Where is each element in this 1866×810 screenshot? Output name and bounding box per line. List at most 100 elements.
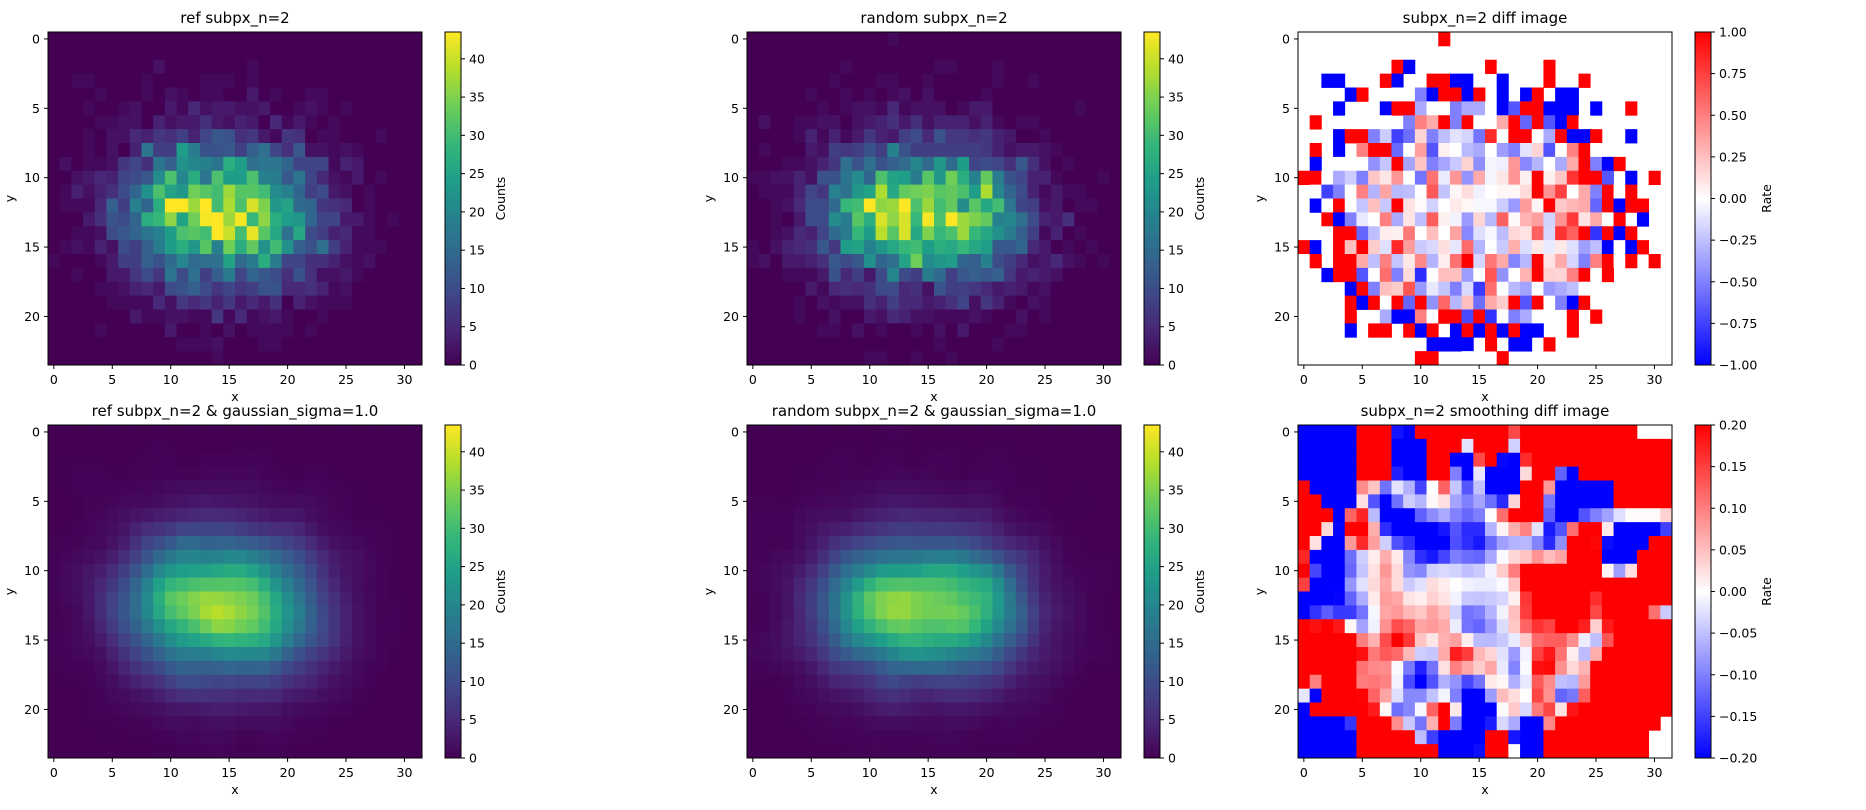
colorbar-segment: [445, 337, 461, 341]
heatmap-cell: [1074, 716, 1087, 731]
colorbar-segment: [445, 254, 461, 258]
heatmap-cell: [176, 674, 189, 690]
heatmap-cell: [1473, 522, 1486, 537]
heatmap-cell: [1449, 480, 1463, 495]
heatmap-cell: [1555, 452, 1568, 468]
heatmap-cell: [805, 647, 818, 662]
heatmap-cell: [176, 688, 189, 703]
heatmap-cell: [980, 674, 993, 690]
heatmap-cell: [793, 309, 806, 324]
heatmap-cell: [1356, 267, 1369, 283]
colorbar-segment: [445, 638, 461, 642]
heatmap-cell: [1636, 647, 1650, 662]
heatmap-cell: [1368, 674, 1381, 690]
heatmap-cell: [293, 744, 306, 759]
heatmap-cell: [328, 212, 341, 227]
x-tick-label: 0: [749, 372, 757, 387]
heatmap-cell: [980, 549, 993, 565]
heatmap-cell: [1508, 536, 1521, 551]
heatmap-cell: [1074, 184, 1087, 199]
heatmap-cell: [1097, 716, 1110, 731]
heatmap-cell: [1391, 438, 1404, 454]
heatmap-cell: [398, 184, 411, 199]
heatmap-cell: [805, 323, 818, 338]
heatmap-cell: [828, 73, 841, 88]
heatmap-cell: [164, 101, 177, 116]
colorbar-segment: [445, 666, 461, 670]
colorbar-segment: [1144, 560, 1160, 565]
heatmap-cell: [1027, 87, 1040, 102]
heatmap-cell: [118, 170, 131, 186]
heatmap-cell: [71, 351, 84, 366]
heatmap-cell: [410, 101, 423, 116]
heatmap-cell: [875, 226, 888, 241]
heatmap-cell: [1473, 240, 1486, 255]
heatmap-cell: [351, 309, 364, 324]
heatmap-cell: [1085, 240, 1099, 255]
heatmap-cell: [1109, 309, 1122, 324]
heatmap-cell: [1461, 254, 1474, 269]
heatmap-cell: [48, 73, 61, 88]
colorbar-segment: [445, 541, 461, 545]
heatmap-cell: [1508, 309, 1521, 324]
heatmap-cell: [48, 633, 61, 648]
colorbar-segment: [1144, 98, 1160, 102]
heatmap-cell: [386, 170, 400, 186]
heatmap-cell: [270, 563, 283, 579]
heatmap-cell: [1496, 323, 1509, 338]
colorbar-segment: [1695, 334, 1711, 338]
heatmap-cell: [59, 438, 72, 454]
colorbar-segment: [445, 599, 461, 604]
heatmap-cell: [758, 563, 771, 579]
heatmap-cell: [1085, 619, 1099, 634]
y-tick-label: 5: [731, 494, 739, 509]
heatmap-cell: [1062, 716, 1075, 731]
heatmap-cell: [176, 295, 189, 310]
colorbar-tick-label: 0.00: [1719, 191, 1747, 206]
heatmap-cell: [316, 212, 329, 227]
heatmap-cell: [1601, 267, 1614, 283]
heatmap-cell: [852, 115, 865, 130]
heatmap-cell: [410, 254, 423, 269]
heatmap-cell: [887, 647, 900, 662]
heatmap-cell: [211, 59, 224, 75]
colorbar-segment: [1144, 34, 1160, 39]
heatmap-cell: [922, 549, 935, 565]
heatmap-cell: [398, 198, 411, 213]
heatmap-cell: [293, 198, 306, 213]
heatmap-cell: [153, 452, 166, 468]
y-tick-label: 0: [1282, 31, 1290, 46]
axes-frame: [47, 424, 423, 759]
heatmap-cell: [1085, 337, 1099, 352]
heatmap-cell: [992, 73, 1005, 88]
heatmap-cell: [945, 425, 958, 440]
colorbar-segment: [445, 522, 461, 526]
heatmap-cell: [293, 466, 306, 481]
heatmap-cell: [1590, 619, 1603, 634]
heatmap-cell: [1543, 647, 1556, 662]
heatmap-cell: [1097, 619, 1110, 634]
heatmap-cell: [153, 536, 166, 551]
heatmap-cell: [1039, 170, 1052, 186]
heatmap-cell: [83, 198, 96, 213]
heatmap-cell: [316, 170, 329, 186]
heatmap-cell: [1050, 688, 1063, 703]
heatmap-cell: [281, 59, 294, 75]
heatmap-cell: [375, 480, 388, 495]
heatmap-cell: [59, 309, 72, 324]
heatmap-cell: [969, 254, 982, 269]
heatmap-cell: [969, 688, 982, 703]
heatmap-cell: [199, 452, 213, 468]
heatmap-cell: [375, 494, 388, 509]
heatmap-cell: [1485, 452, 1498, 468]
heatmap-cell: [934, 438, 947, 454]
heatmap-cell: [1461, 73, 1474, 88]
heatmap-cell: [1543, 267, 1556, 283]
heatmap-cell: [281, 577, 294, 592]
heatmap-cell: [1473, 129, 1486, 144]
heatmap-cell: [1109, 730, 1122, 745]
heatmap-cell: [1309, 549, 1322, 565]
heatmap-cell: [59, 716, 72, 731]
heatmap-cell: [1578, 281, 1591, 297]
heatmap-cell: [992, 254, 1005, 269]
